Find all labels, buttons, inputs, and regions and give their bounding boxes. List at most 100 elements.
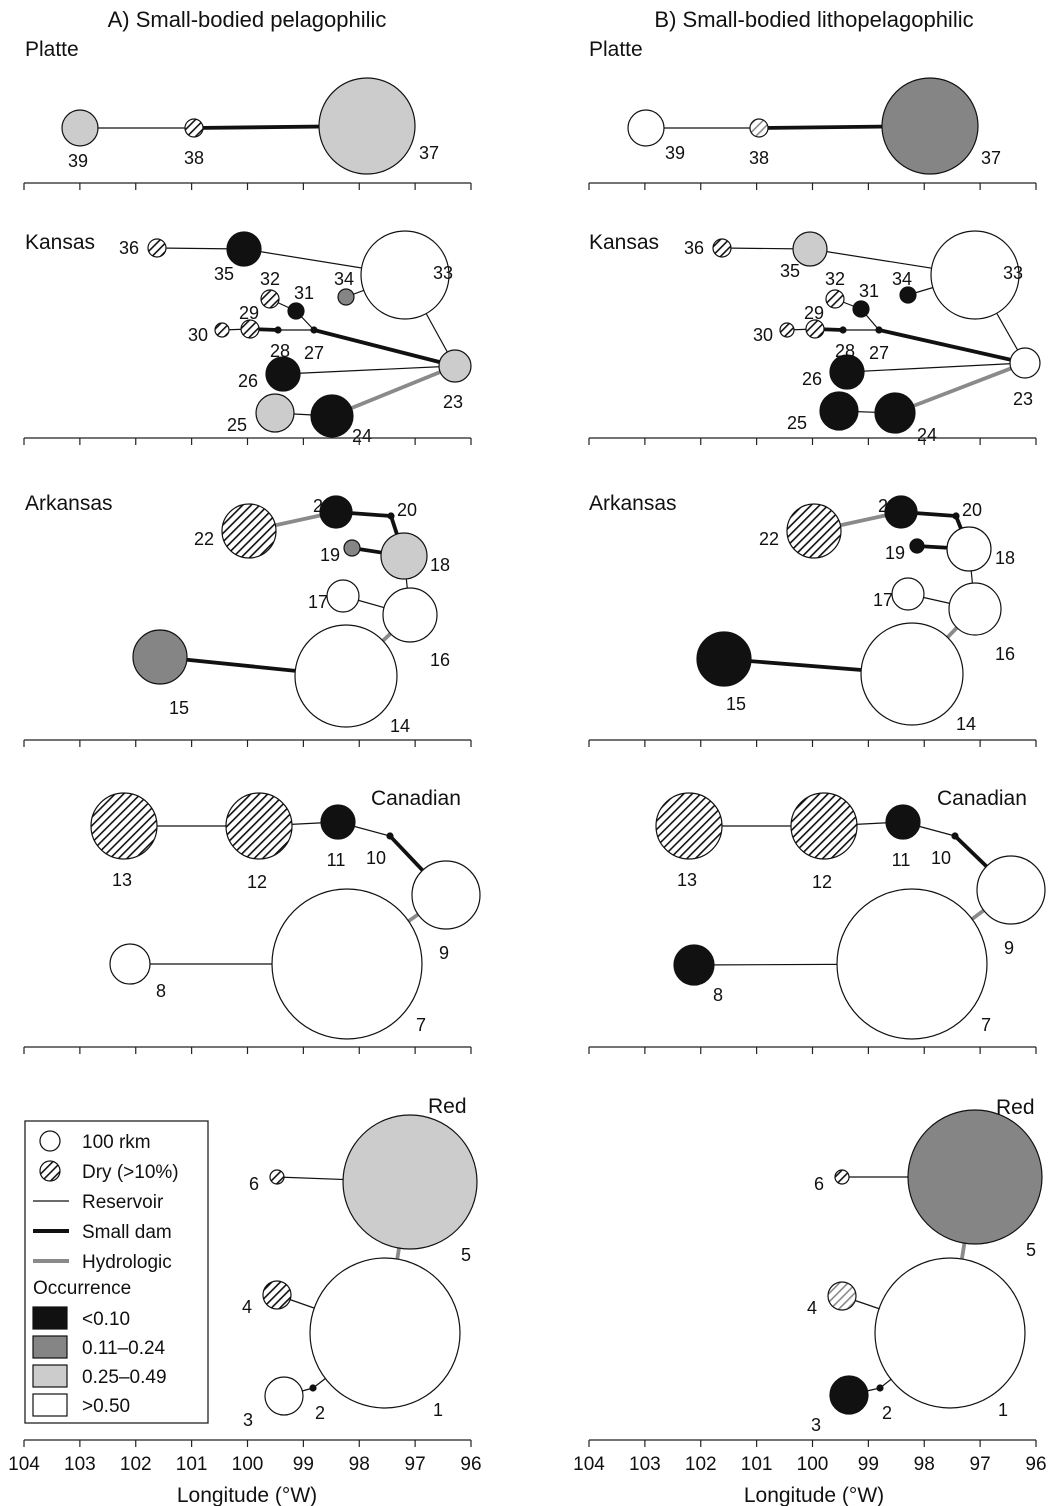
x-tick-label: 99 [293, 1454, 314, 1475]
fragment-label-10: 10 [931, 848, 951, 868]
fragment-node-35 [226, 231, 262, 267]
fragment-node-33 [360, 230, 450, 320]
fragment-node-6 [834, 1169, 850, 1185]
x-tick-label: 97 [970, 1454, 991, 1475]
x-tick-label: 101 [741, 1454, 773, 1475]
basin-axis-kansas [588, 437, 1037, 445]
connection-small-dam-27-23 [878, 328, 1026, 365]
fragment-label-21: 21 [878, 496, 898, 516]
fragment-node-25 [819, 391, 859, 431]
basin-axis-platte [588, 182, 1037, 190]
legend-class-label: >0.50 [82, 1396, 130, 1417]
fragment-node-29 [240, 319, 260, 339]
fragment-nodes [627, 77, 1046, 1415]
fragment-label-27: 27 [304, 343, 324, 363]
fragment-node-17 [891, 577, 925, 611]
fragment-node-21 [319, 495, 353, 529]
basin-axis-arkansas [588, 739, 1037, 747]
fragment-label-29: 29 [804, 303, 824, 323]
fragment-label-4: 4 [242, 1297, 252, 1317]
axes-b: 104 103 102 101 100 99 98 97 96 [573, 182, 1047, 1475]
fragment-node-31 [287, 302, 305, 320]
legend-swatch-lt-0-10 [32, 1306, 68, 1330]
basin-axis-platte [23, 182, 472, 190]
basin-label-platte: Platte [589, 38, 643, 61]
fragment-label-2: 2 [882, 1403, 892, 1423]
fragment-node-18 [380, 532, 428, 580]
fragment-label-2: 2 [315, 1403, 325, 1423]
fragment-node-5 [907, 1109, 1043, 1245]
panel-b-title: B) Small-bodied lithopelagophilic [654, 7, 973, 32]
legend-dry-label: Dry (>10%) [82, 1162, 179, 1183]
fragment-label-32: 32 [825, 269, 845, 289]
fragment-node-4 [262, 1280, 292, 1310]
fragment-node-39 [627, 109, 665, 147]
x-axis-label-a: Longitude (°W) [177, 1484, 317, 1506]
fragment-label-5: 5 [461, 1245, 471, 1265]
fragment-label-6: 6 [249, 1174, 259, 1194]
legend-swatch-0-25-0-49 [32, 1364, 68, 1388]
fragment-label-12: 12 [247, 872, 267, 892]
fragment-label-1: 1 [433, 1400, 443, 1420]
x-tick-label: 103 [629, 1454, 661, 1475]
fragment-label-7: 7 [416, 1015, 426, 1035]
fragment-label-14: 14 [956, 714, 976, 734]
basin-axis-red [588, 1439, 1037, 1447]
fragment-node-21 [884, 495, 918, 529]
connection-reservoir-26-23 [846, 362, 1026, 373]
x-tick-label: 104 [8, 1454, 40, 1475]
basin-label-red: Red [428, 1095, 467, 1118]
legend-small-dam-label: Small dam [82, 1222, 172, 1243]
fragment-label-38: 38 [184, 148, 204, 168]
fragment-label-27: 27 [869, 343, 889, 363]
fragment-node-14 [294, 624, 398, 728]
basin-label-red: Red [996, 1096, 1035, 1119]
fragment-node-30 [779, 322, 795, 338]
fragment-node-32 [260, 289, 280, 309]
fragment-node-4 [827, 1281, 857, 1311]
basin-axis-canadian [588, 1046, 1037, 1054]
fragment-node-1 [309, 1257, 461, 1409]
fragment-nodes [61, 77, 481, 1416]
fragment-node-23 [438, 349, 472, 383]
fragment-label-18: 18 [995, 548, 1015, 568]
fragment-node-15 [132, 629, 188, 685]
legend-hydrologic-label: Hydrologic [82, 1252, 172, 1273]
fragment-node-1 [874, 1257, 1026, 1409]
x-tick-label: 100 [797, 1454, 829, 1475]
fragment-label-37: 37 [981, 148, 1001, 168]
fragment-label-9: 9 [1004, 938, 1014, 958]
fragment-label-29: 29 [239, 303, 259, 323]
fragment-label-17: 17 [873, 590, 893, 610]
fragment-label-23: 23 [1013, 389, 1033, 409]
connection-small-dam-27-23 [313, 328, 456, 368]
fragment-node-2 [876, 1384, 884, 1392]
fragment-label-23: 23 [443, 392, 463, 412]
fragment-label-39: 39 [68, 151, 88, 171]
axes-a: 104 103 102 101 100 99 98 97 96 [8, 182, 482, 1475]
fragment-node-32 [825, 289, 845, 309]
fragment-node-29 [805, 319, 825, 339]
fragment-node-13 [90, 792, 158, 860]
fragment-node-9 [976, 855, 1046, 925]
fragment-label-8: 8 [713, 985, 723, 1005]
x-tick-label: 98 [349, 1454, 370, 1475]
basin-axis-red [23, 1439, 472, 1447]
legend-occurrence-title: Occurrence [33, 1278, 131, 1299]
fragment-label-35: 35 [214, 264, 234, 284]
fragment-node-7 [836, 888, 988, 1040]
fragment-node-16 [948, 582, 1002, 636]
fragment-node-33 [930, 230, 1020, 320]
fragment-label-1: 1 [998, 1400, 1008, 1420]
fragment-node-3 [829, 1375, 869, 1415]
fragment-node-6 [269, 1169, 285, 1185]
fragment-label-10: 10 [366, 848, 386, 868]
fragment-label-30: 30 [753, 325, 773, 345]
basin-label-canadian: Canadian [937, 787, 1027, 810]
fragment-label-22: 22 [759, 529, 779, 549]
fragment-label-19: 19 [320, 545, 340, 565]
fragment-label-3: 3 [243, 1410, 253, 1430]
x-tick-label: 99 [858, 1454, 879, 1475]
